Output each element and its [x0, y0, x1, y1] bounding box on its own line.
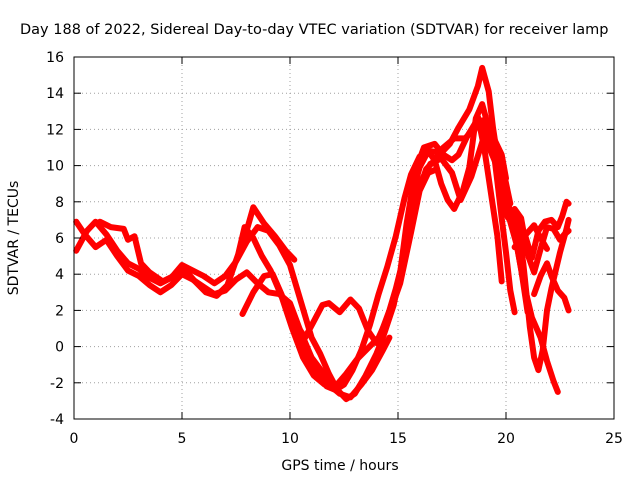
x-axis-ticks: 0 5 10 15 20 25 — [70, 57, 623, 447]
series-trace-sat-l — [531, 260, 572, 314]
grid-lines — [74, 57, 614, 419]
x-axis-label: GPS time / hours — [281, 458, 398, 474]
series-trace-sat-j — [487, 135, 572, 374]
series-trace-sat-e — [239, 204, 298, 263]
x-tick-label: 20 — [497, 431, 515, 447]
y-tick-label: -2 — [50, 376, 64, 392]
y-tick-label: 6 — [55, 231, 64, 247]
series-trace-sat-h — [408, 101, 518, 316]
y-tick-label: 4 — [55, 267, 64, 283]
y-tick-label: 12 — [46, 122, 64, 138]
chart-title: Day 188 of 2022, Sidereal Day-to-day VTE… — [20, 22, 609, 38]
series-trace-sat-n — [511, 222, 550, 252]
x-tick-label: 0 — [70, 431, 79, 447]
y-tick-label: 2 — [55, 303, 64, 319]
series-trace-sat-i — [474, 113, 505, 285]
y-axis-label: SDTVAR / TECUs — [6, 181, 22, 296]
series-trace-sat-b — [73, 133, 509, 403]
data-series — [73, 64, 572, 403]
y-tick-label: 16 — [46, 50, 64, 66]
y-tick-label: -4 — [50, 412, 64, 428]
y-axis-ticks: -4 -2 0 2 4 6 8 10 12 14 16 — [46, 50, 614, 428]
x-tick-label: 5 — [178, 431, 187, 447]
y-tick-label: 10 — [46, 159, 64, 175]
x-tick-label: 15 — [389, 431, 407, 447]
y-tick-label: 0 — [55, 340, 64, 356]
y-tick-label: 14 — [46, 86, 64, 102]
series-trace-sat-k — [498, 202, 572, 276]
y-tick-label: 8 — [55, 195, 64, 211]
series-trace-sat-m — [516, 198, 572, 261]
x-tick-label: 25 — [605, 431, 623, 447]
x-tick-label: 10 — [281, 431, 299, 447]
